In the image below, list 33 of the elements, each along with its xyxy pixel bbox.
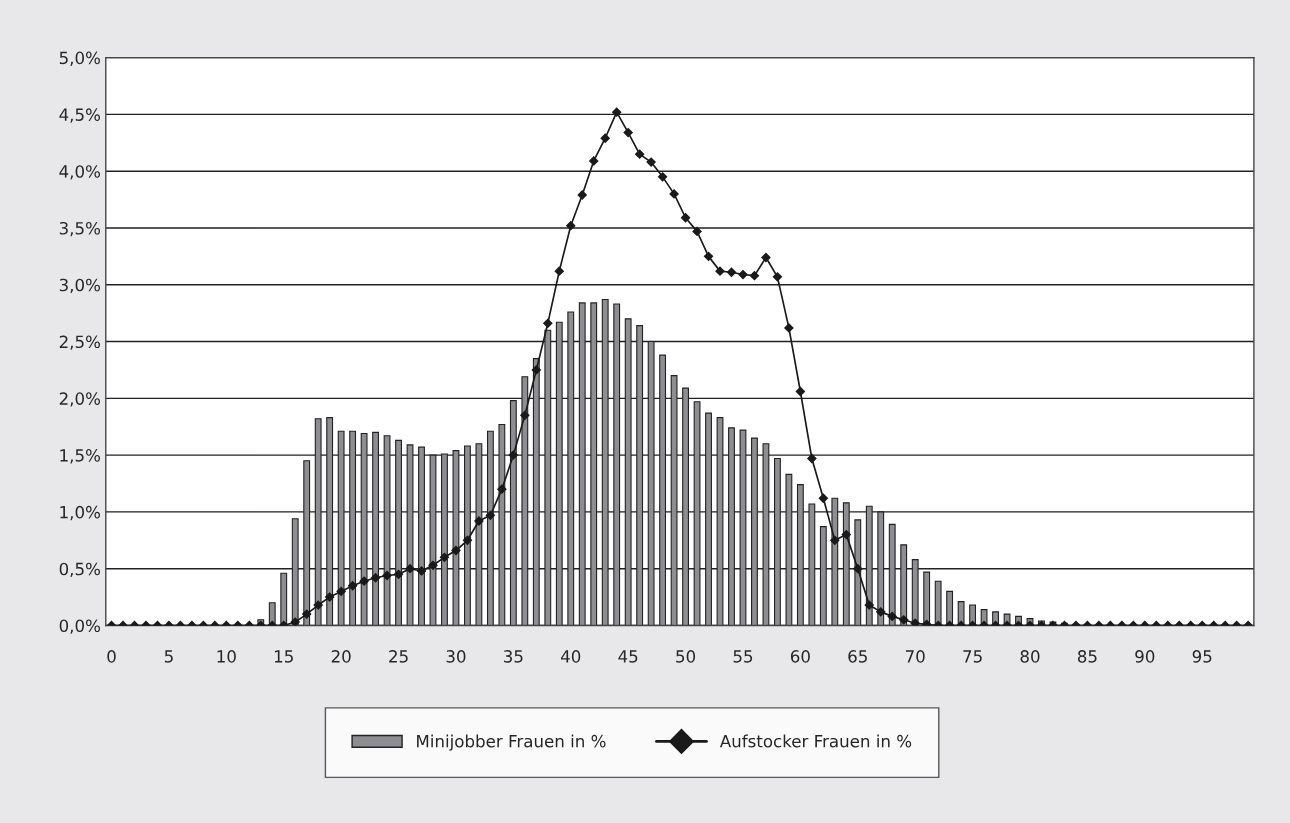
y-tick-label: 3,0% bbox=[59, 278, 100, 294]
x-tick-label: 55 bbox=[733, 650, 753, 663]
x-tick-label: 90 bbox=[1135, 650, 1155, 663]
x-tick-label: 50 bbox=[676, 650, 696, 663]
x-tick-label: 45 bbox=[618, 650, 638, 663]
x-tick-label: 20 bbox=[331, 650, 351, 663]
x-tick-label: 0 bbox=[107, 650, 116, 663]
y-tick-label: 1,5% bbox=[60, 449, 100, 464]
x-tick-label: 25 bbox=[389, 650, 408, 663]
y-tick-label: 3,5% bbox=[59, 221, 100, 237]
x-tick-label: 40 bbox=[560, 650, 581, 663]
x-tick-label: 70 bbox=[905, 650, 925, 663]
y-tick-label: 5,0% bbox=[59, 51, 100, 66]
y-tick-label: 4,5% bbox=[59, 108, 100, 123]
y-tick-label: 0,5% bbox=[59, 562, 100, 577]
y-tick-label: 4,0% bbox=[59, 165, 100, 180]
x-tick-label: 95 bbox=[1192, 650, 1212, 663]
x-tick-label: 30 bbox=[446, 650, 466, 663]
x-tick-label: 75 bbox=[963, 650, 982, 663]
y-tick-label: 2,0% bbox=[59, 392, 100, 407]
x-tick-label: 65 bbox=[848, 650, 867, 663]
x-tick-label: 80 bbox=[1020, 650, 1040, 663]
x-tick-label: 35 bbox=[504, 650, 523, 663]
x-tick-label: 10 bbox=[217, 650, 236, 663]
legend-label: Aufstocker Frauen in % bbox=[719, 734, 912, 748]
x-tick-label: 85 bbox=[1077, 650, 1097, 663]
x-tick-label: 60 bbox=[790, 650, 810, 663]
y-tick-label: 0,0% bbox=[59, 619, 100, 634]
x-tick-label: 15 bbox=[274, 650, 293, 663]
x-tick-label: 5 bbox=[164, 650, 173, 663]
legend-label: Minijobber Frauen in % bbox=[417, 734, 606, 751]
y-tick-label: 2,5% bbox=[59, 335, 100, 350]
y-tick-label: 1,0% bbox=[60, 505, 100, 521]
